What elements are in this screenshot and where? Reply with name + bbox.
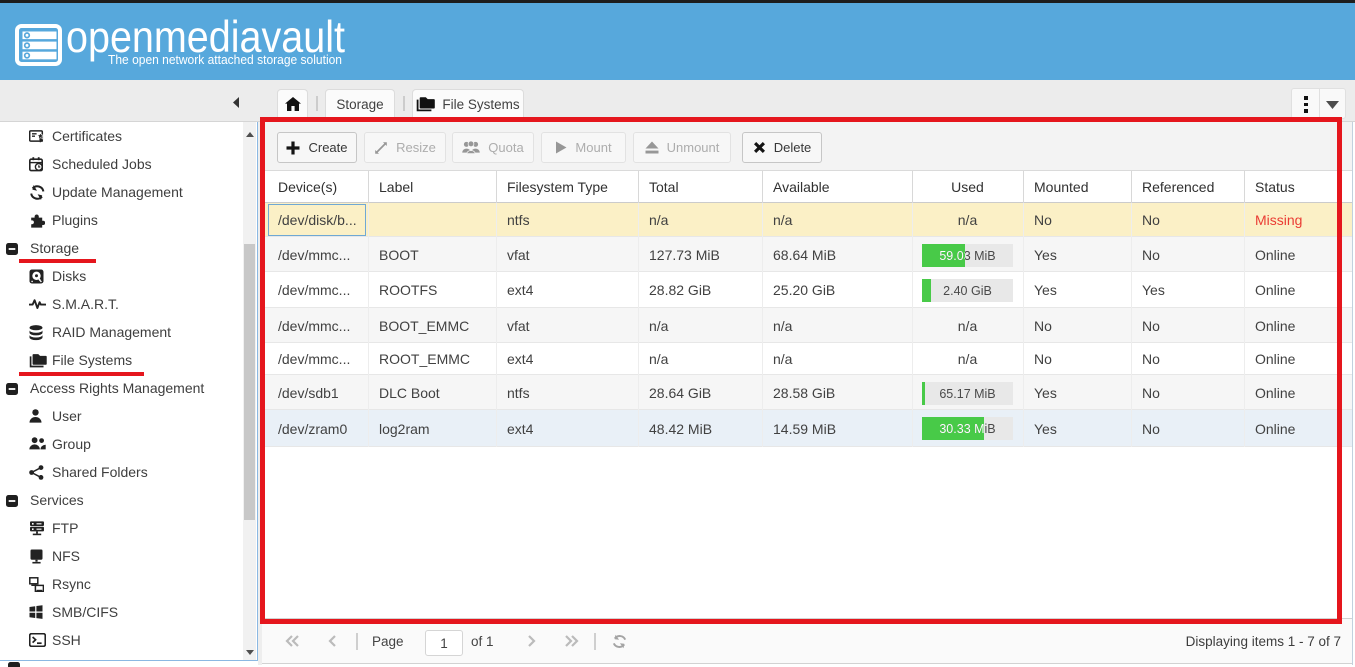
svg-text:The open network attached stor: The open network attached storage soluti… [108, 53, 342, 67]
svg-text:openmediavault: openmediavault [66, 11, 345, 62]
